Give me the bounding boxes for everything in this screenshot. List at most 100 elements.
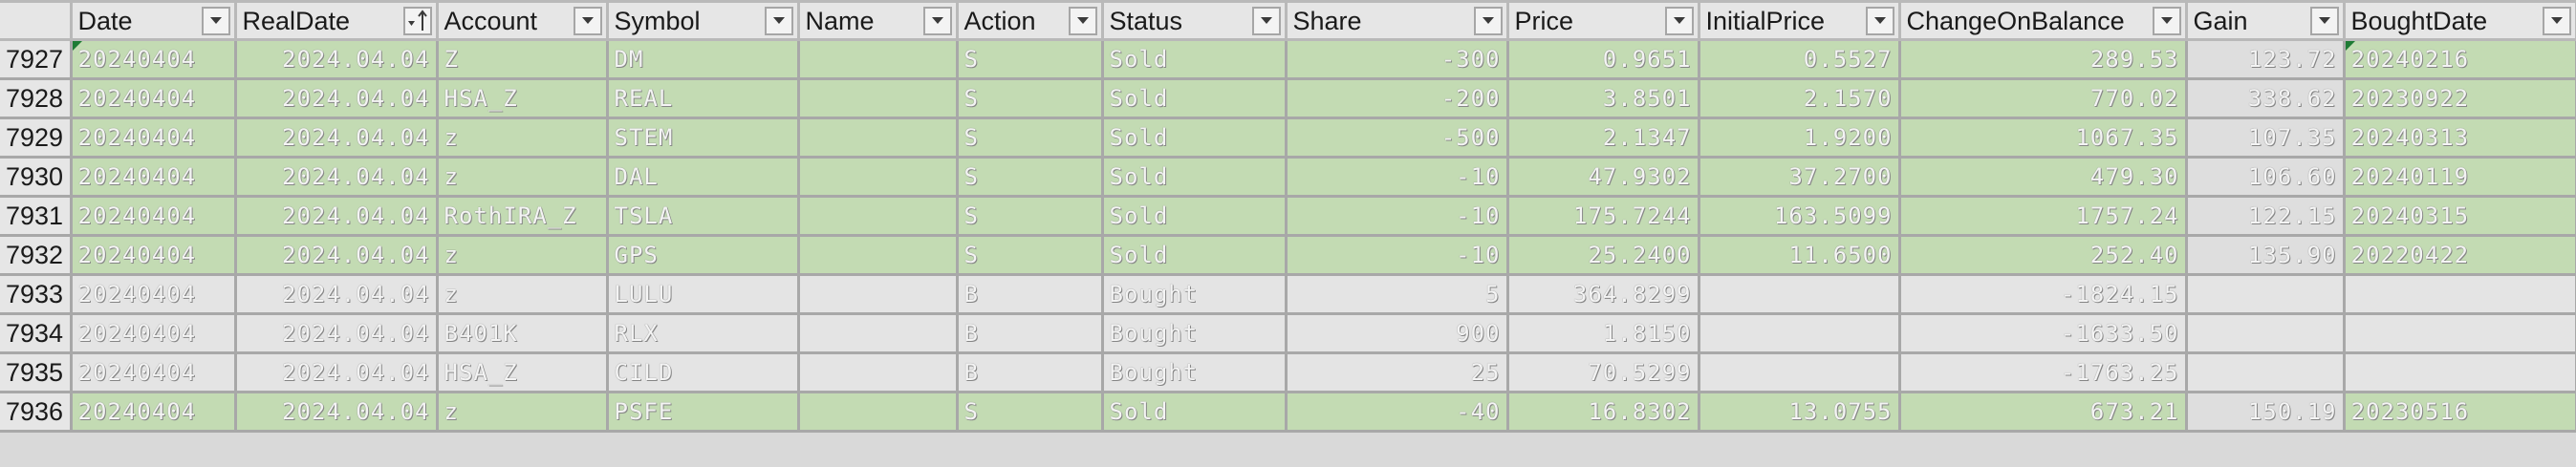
cell-action[interactable]: B xyxy=(955,351,1104,393)
cell-symbol[interactable]: PSFE xyxy=(605,391,800,433)
cell-name[interactable] xyxy=(796,195,959,237)
cell-gain[interactable]: 123.72 xyxy=(2184,38,2346,80)
cell-action[interactable]: B xyxy=(955,312,1104,354)
cell-name[interactable] xyxy=(796,391,959,433)
cell-status[interactable]: Sold xyxy=(1100,195,1288,237)
filter-dropdown-button[interactable] xyxy=(2309,7,2339,35)
col-header-initial-price[interactable]: InitialPrice xyxy=(1697,0,1901,41)
filter-dropdown-button[interactable] xyxy=(1865,7,1894,35)
cell-name[interactable] xyxy=(796,312,959,354)
cell-bought-date[interactable]: 20240313 xyxy=(2342,117,2576,159)
cell-date[interactable]: 20240404 xyxy=(69,195,237,237)
cell-bought-date[interactable] xyxy=(2342,351,2576,393)
cell-account[interactable]: z xyxy=(435,156,609,198)
cell-symbol[interactable]: DAL xyxy=(605,156,800,198)
cell-account[interactable]: Z xyxy=(435,38,609,80)
cell-price[interactable]: 0.9651 xyxy=(1505,38,1700,80)
cell-action[interactable]: S xyxy=(955,391,1104,433)
cell-status[interactable]: Bought xyxy=(1100,312,1288,354)
filter-dropdown-button[interactable] xyxy=(573,7,602,35)
cell-status[interactable]: Bought xyxy=(1100,351,1288,393)
cell-price[interactable]: 3.8501 xyxy=(1505,77,1700,119)
cell-status[interactable]: Bought xyxy=(1100,273,1288,315)
sort-filter-button[interactable] xyxy=(402,7,432,35)
cell-date[interactable]: 20240404 xyxy=(69,117,237,159)
cell-gain[interactable]: 122.15 xyxy=(2184,195,2346,237)
cell-bought-date[interactable]: 20240315 xyxy=(2342,195,2576,237)
cell-initial-price[interactable]: 2.1570 xyxy=(1697,77,1901,119)
cell-realdate[interactable]: 2024.04.04 xyxy=(233,312,439,354)
cell-initial-price[interactable] xyxy=(1697,351,1901,393)
col-header-realdate[interactable]: RealDate xyxy=(233,0,439,41)
cell-date[interactable]: 20240404 xyxy=(69,77,237,119)
cell-action[interactable]: S xyxy=(955,234,1104,276)
row-header[interactable]: 7930 xyxy=(0,156,73,198)
cell-initial-price[interactable] xyxy=(1697,312,1901,354)
cell-name[interactable] xyxy=(796,77,959,119)
cell-realdate[interactable]: 2024.04.04 xyxy=(233,38,439,80)
filter-dropdown-button[interactable] xyxy=(1664,7,1694,35)
cell-change-on-balance[interactable]: -1633.50 xyxy=(1897,312,2188,354)
cell-action[interactable]: S xyxy=(955,195,1104,237)
cell-name[interactable] xyxy=(796,38,959,80)
cell-action[interactable]: B xyxy=(955,273,1104,315)
cell-initial-price[interactable]: 1.9200 xyxy=(1697,117,1901,159)
cell-symbol[interactable]: CILD xyxy=(605,351,800,393)
cell-account[interactable]: z xyxy=(435,117,609,159)
cell-symbol[interactable]: GPS xyxy=(605,234,800,276)
col-header-bought-date[interactable]: BoughtDate xyxy=(2342,0,2576,41)
col-header-symbol[interactable]: Symbol xyxy=(605,0,800,41)
cell-initial-price[interactable] xyxy=(1697,273,1901,315)
col-header-price[interactable]: Price xyxy=(1505,0,1700,41)
cell-symbol[interactable]: RLX xyxy=(605,312,800,354)
cell-account[interactable]: z xyxy=(435,273,609,315)
row-header[interactable]: 7928 xyxy=(0,77,73,119)
col-header-gain[interactable]: Gain xyxy=(2184,0,2346,41)
cell-date[interactable]: 20240404 xyxy=(69,312,237,354)
cell-status[interactable]: Sold xyxy=(1100,391,1288,433)
cell-bought-date[interactable]: 20240216 xyxy=(2342,38,2576,80)
filter-dropdown-button[interactable] xyxy=(2542,7,2571,35)
cell-realdate[interactable]: 2024.04.04 xyxy=(233,195,439,237)
col-header-status[interactable]: Status xyxy=(1100,0,1288,41)
cell-gain[interactable]: 135.90 xyxy=(2184,234,2346,276)
filter-dropdown-button[interactable] xyxy=(1251,7,1281,35)
cell-status[interactable]: Sold xyxy=(1100,117,1288,159)
cell-share[interactable]: -200 xyxy=(1284,77,1509,119)
cell-status[interactable]: Sold xyxy=(1100,234,1288,276)
cell-bought-date[interactable]: 20230922 xyxy=(2342,77,2576,119)
row-header[interactable]: 7934 xyxy=(0,312,73,354)
cell-account[interactable]: RothIRA_Z xyxy=(435,195,609,237)
cell-name[interactable] xyxy=(796,351,959,393)
cell-change-on-balance[interactable]: -1824.15 xyxy=(1897,273,2188,315)
cell-initial-price[interactable]: 163.5099 xyxy=(1697,195,1901,237)
col-header-account[interactable]: Account xyxy=(435,0,609,41)
cell-price[interactable]: 70.5299 xyxy=(1505,351,1700,393)
cell-action[interactable]: S xyxy=(955,38,1104,80)
cell-date[interactable]: 20240404 xyxy=(69,156,237,198)
cell-price[interactable]: 175.7244 xyxy=(1505,195,1700,237)
cell-share[interactable]: -10 xyxy=(1284,156,1509,198)
cell-share[interactable]: 5 xyxy=(1284,273,1509,315)
cell-share[interactable]: -10 xyxy=(1284,234,1509,276)
cell-status[interactable]: Sold xyxy=(1100,77,1288,119)
cell-realdate[interactable]: 2024.04.04 xyxy=(233,273,439,315)
cell-change-on-balance[interactable]: 479.30 xyxy=(1897,156,2188,198)
cell-share[interactable]: -40 xyxy=(1284,391,1509,433)
cell-action[interactable]: S xyxy=(955,117,1104,159)
error-indicator-icon[interactable] xyxy=(2347,42,2355,51)
col-header-date[interactable]: Date xyxy=(69,0,237,41)
cell-initial-price[interactable]: 37.2700 xyxy=(1697,156,1901,198)
cell-date[interactable]: 20240404 xyxy=(69,234,237,276)
cell-symbol[interactable]: TSLA xyxy=(605,195,800,237)
filter-dropdown-button[interactable] xyxy=(1068,7,1097,35)
cell-status[interactable]: Sold xyxy=(1100,38,1288,80)
col-header-name[interactable]: Name xyxy=(796,0,959,41)
cell-price[interactable]: 1.8150 xyxy=(1505,312,1700,354)
row-header[interactable]: 7929 xyxy=(0,117,73,159)
error-indicator-icon[interactable] xyxy=(74,42,82,51)
cell-realdate[interactable]: 2024.04.04 xyxy=(233,156,439,198)
cell-account[interactable]: B401K xyxy=(435,312,609,354)
row-header[interactable]: 7936 xyxy=(0,391,73,433)
filter-dropdown-button[interactable] xyxy=(1473,7,1503,35)
